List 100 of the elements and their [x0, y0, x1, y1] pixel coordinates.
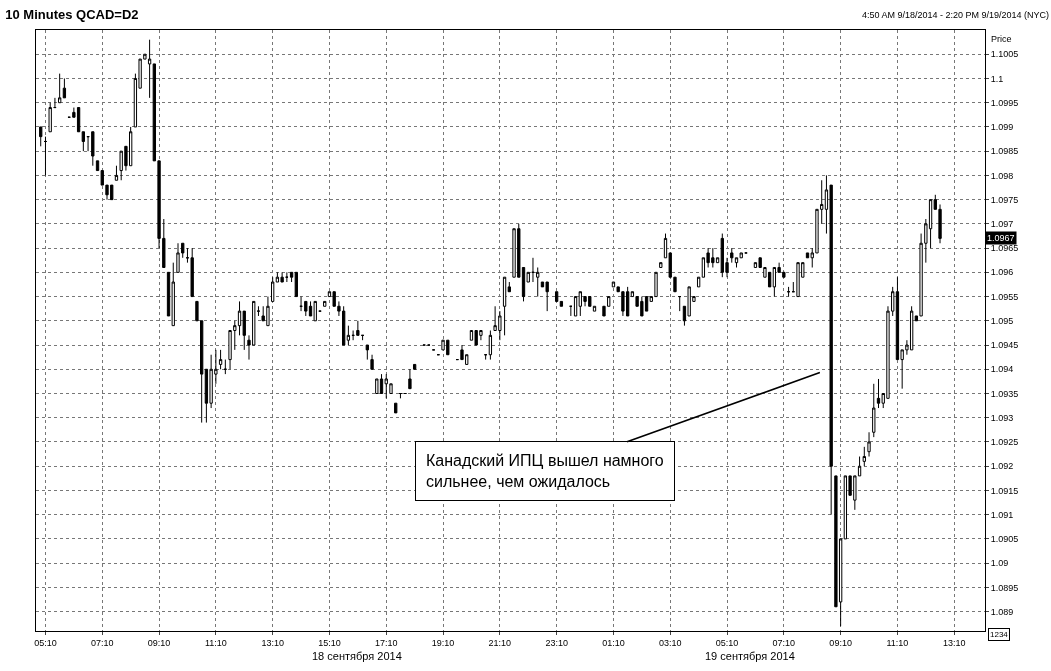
y-tick-label: 1.098	[990, 170, 1014, 181]
candlestick	[285, 271, 289, 283]
candlestick	[304, 300, 308, 317]
candlestick	[554, 291, 559, 302]
y-tick-label: 1.0915	[990, 485, 1019, 496]
y-tick-label: 1.1	[990, 73, 1004, 84]
x-tick-label: 13:10	[942, 637, 966, 648]
y-tick-label: 1.0985	[990, 146, 1019, 157]
candlestick	[43, 136, 48, 176]
y-tick-label: 1.099	[990, 122, 1014, 133]
candlestick	[39, 126, 43, 147]
x-tick-label: 17:10	[374, 637, 398, 648]
x-tick-label: 03:10	[658, 637, 682, 648]
y-tick-label: 1.0895	[990, 582, 1019, 593]
candlestick	[569, 305, 573, 317]
chart-subtitle: 4:50 AM 9/18/2014 - 2:20 PM 9/19/2014 (NYC)	[862, 10, 1050, 20]
x-tick-label: 19:10	[431, 637, 455, 648]
x-tick-label: 01:10	[602, 637, 625, 648]
candlestick	[223, 359, 227, 375]
x-tick-label: 21:10	[488, 637, 512, 648]
candlestick	[536, 266, 540, 298]
y-tick-label: 1.0935	[990, 388, 1019, 399]
y-tick-label: 1.0975	[990, 194, 1019, 205]
x-tick-label: 11:10	[204, 637, 227, 648]
candlestick	[872, 383, 876, 438]
candlestick	[412, 363, 417, 370]
candlestick	[280, 271, 284, 283]
y-tick-label: 1.094	[990, 364, 1014, 375]
candlestick	[545, 281, 549, 312]
text: 1.0967	[987, 233, 1015, 243]
candlestick	[379, 373, 384, 395]
y-tick-label: 1.0955	[990, 291, 1019, 302]
candlestick	[356, 320, 360, 336]
text: 18 сентября 2014	[312, 650, 402, 662]
candlestick	[218, 349, 223, 370]
candlestick	[370, 354, 374, 370]
candlestick	[289, 271, 294, 283]
y-tick-label: 1.096	[990, 267, 1014, 278]
x-tick-label: 15:10	[318, 637, 341, 648]
candlestick	[502, 276, 507, 336]
candlestick	[408, 368, 412, 390]
candlestick	[730, 247, 734, 264]
candlestick	[654, 271, 658, 298]
x-tick-label: 05:10	[34, 637, 57, 648]
x-tick-label: 05:10	[715, 637, 739, 648]
candlestick	[190, 247, 194, 298]
candlestick	[678, 296, 682, 312]
candlestick	[696, 276, 701, 288]
candlestick	[323, 300, 327, 307]
y-tick-label: 1.089	[990, 606, 1014, 617]
y-tick-label: 1.0995	[990, 97, 1019, 108]
candlestick	[611, 281, 616, 288]
y-tick-label: 1.0925	[990, 437, 1019, 448]
y-tick-label: 1.0905	[990, 534, 1019, 545]
chart-title: 10 Minutes QCAD=D2	[5, 7, 139, 23]
candlestick	[171, 262, 175, 327]
y-tick-label: 1.1005	[990, 49, 1019, 60]
candlestick	[862, 446, 866, 467]
candlestick	[625, 286, 630, 317]
candlestick	[48, 102, 52, 133]
candlestick	[313, 300, 317, 322]
y-tick-label: 1.0945	[990, 340, 1019, 351]
candlestick	[488, 330, 493, 361]
x-tick-label: 23:10	[545, 637, 568, 648]
x-tick-label: 07:10	[90, 637, 114, 648]
candlestick	[81, 131, 85, 152]
y-tick-label: 1.093	[990, 412, 1014, 423]
candlestick	[909, 305, 914, 351]
candlestick	[772, 266, 777, 298]
candlestick	[147, 39, 152, 99]
annotation: Канадский ИПЦ вышел намного сильнее, чем ожидалось	[426, 452, 664, 490]
y-tick-label: 1.09	[990, 558, 1009, 569]
x-tick-label: 09:10	[829, 637, 852, 648]
candlestick	[62, 77, 67, 99]
candlestick	[843, 475, 848, 540]
y-tick-label: 1.097	[990, 219, 1014, 230]
candlestick	[559, 300, 564, 307]
y-tick-label: 1.092	[990, 461, 1014, 472]
candlestick	[867, 431, 871, 458]
text: 1234	[990, 630, 1009, 639]
x-tick-label: 09:10	[147, 637, 171, 648]
y-tick-label: 1.0965	[990, 243, 1019, 254]
y-tick-label: 1.095	[990, 315, 1014, 326]
candlestick	[507, 281, 511, 293]
x-tick-label: 11:10	[886, 637, 909, 648]
candlestick	[91, 131, 95, 167]
candlestick	[573, 296, 578, 317]
candlestick	[58, 73, 62, 104]
text: 19 сентября 2014	[705, 650, 795, 662]
y-axis-title: Price	[991, 34, 1012, 44]
candlestick	[53, 97, 57, 109]
candlestick	[308, 300, 313, 317]
candlestick	[767, 271, 772, 288]
x-tick-label: 13:10	[261, 637, 284, 648]
x-tick-label: 07:10	[772, 637, 796, 648]
candlestick	[876, 378, 881, 409]
candlestick	[275, 271, 280, 283]
candlestick	[659, 262, 663, 268]
candlestick	[351, 330, 355, 341]
candlestick	[394, 402, 398, 414]
